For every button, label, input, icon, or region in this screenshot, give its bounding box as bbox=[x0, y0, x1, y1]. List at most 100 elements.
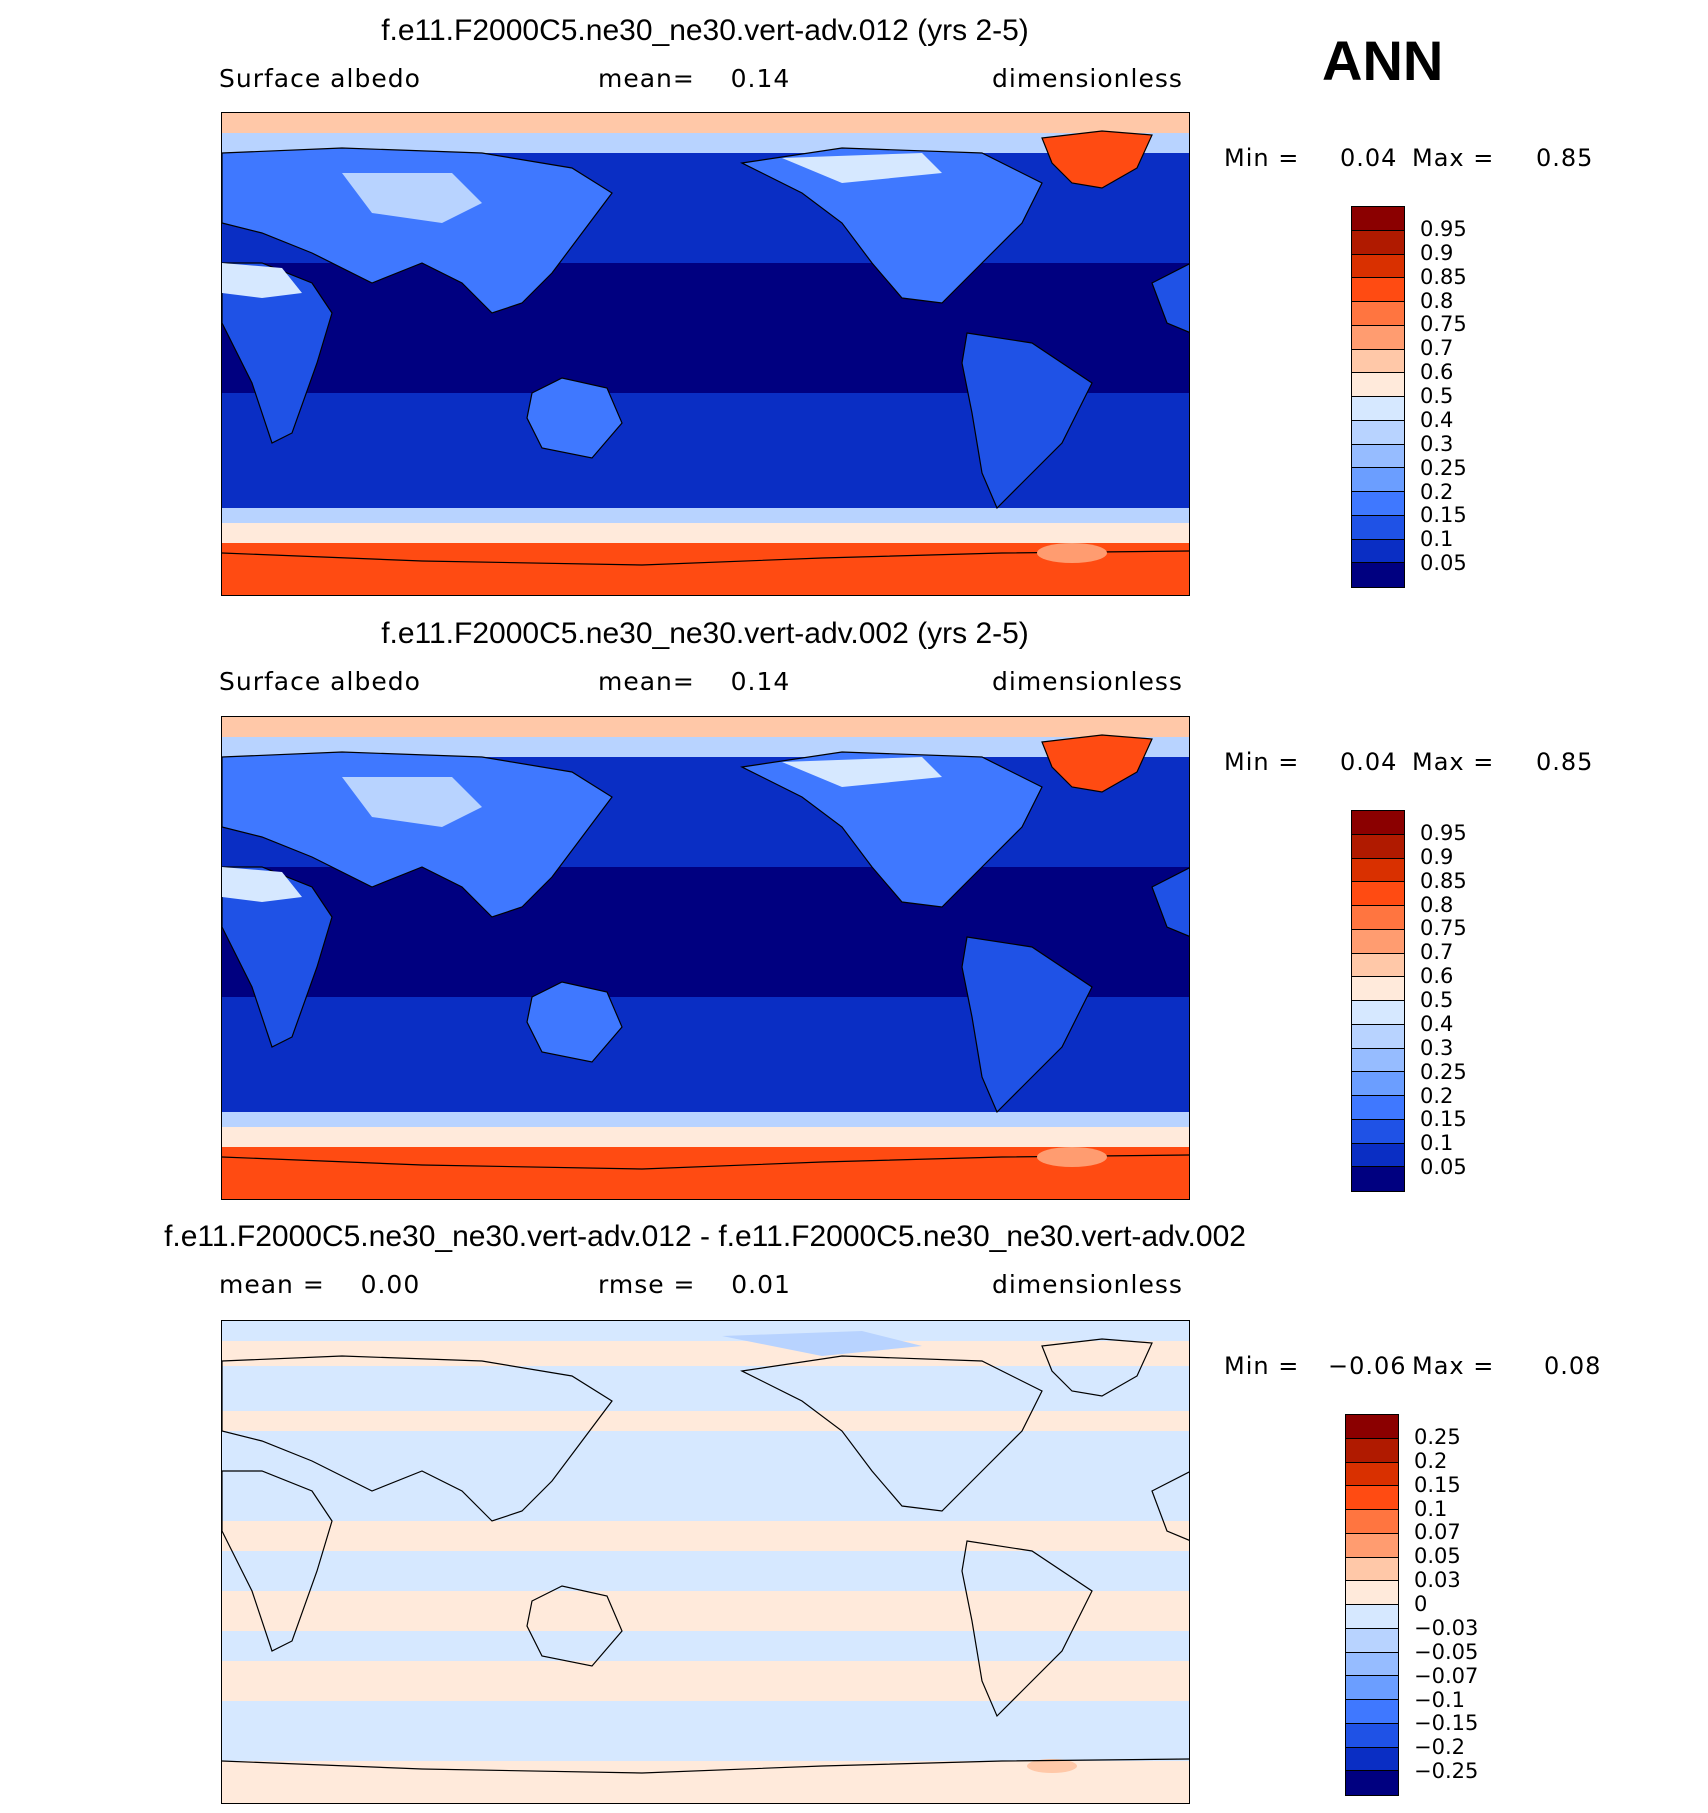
panel-1-colorbar bbox=[1351, 206, 1405, 588]
colorbar-tick-label: 0.75 bbox=[1420, 312, 1467, 337]
panel-2-min-label: Min = bbox=[1224, 748, 1300, 776]
panel-3-colorbar bbox=[1345, 1414, 1399, 1796]
colorbar-tick-label: 0.8 bbox=[1420, 892, 1454, 917]
colorbar-tick-label: 0.9 bbox=[1420, 240, 1454, 265]
colorbar-swatch bbox=[1346, 1581, 1398, 1605]
panel-3-title: f.e11.F2000C5.ne30_ne30.vert-adv.012 - f… bbox=[164, 1220, 1246, 1253]
panel-2-map-svg bbox=[222, 717, 1189, 1199]
panel-2-map bbox=[221, 716, 1190, 1200]
colorbar-tick-label: 0.07 bbox=[1414, 1520, 1461, 1545]
panel-3-rmse: rmse = 0.01 bbox=[598, 1270, 791, 1299]
colorbar-swatch bbox=[1352, 977, 1404, 1001]
colorbar-tick-label: 0.25 bbox=[1420, 455, 1467, 480]
colorbar-swatch bbox=[1352, 444, 1404, 469]
colorbar-swatch bbox=[1346, 1628, 1398, 1653]
colorbar-tick-label: 0.1 bbox=[1420, 1131, 1454, 1156]
colorbar-swatch bbox=[1352, 254, 1404, 279]
colorbar-swatch bbox=[1352, 858, 1404, 883]
colorbar-swatch bbox=[1352, 1024, 1404, 1049]
colorbar-swatch bbox=[1346, 1533, 1398, 1558]
panel-1-variable: Surface albedo bbox=[219, 64, 421, 93]
colorbar-tick-label: −0.1 bbox=[1414, 1687, 1465, 1712]
colorbar-tick-label: 0.15 bbox=[1414, 1472, 1461, 1497]
colorbar-tick-label: 0.05 bbox=[1420, 551, 1467, 576]
colorbar-tick-label: 0.05 bbox=[1414, 1544, 1461, 1569]
colorbar-tick-label: 0.1 bbox=[1420, 527, 1454, 552]
colorbar-tick-label: 0.4 bbox=[1420, 407, 1454, 432]
colorbar-swatch bbox=[1346, 1438, 1398, 1463]
colorbar-tick-label: 0.03 bbox=[1414, 1568, 1461, 1593]
colorbar-tick-label: 0.4 bbox=[1420, 1011, 1454, 1036]
panel-3-min-value: −0.06 bbox=[1328, 1352, 1407, 1380]
colorbar-swatch bbox=[1346, 1723, 1398, 1748]
colorbar-swatch bbox=[1352, 1072, 1404, 1096]
panel-2-min-value: 0.04 bbox=[1340, 748, 1398, 776]
colorbar-swatch bbox=[1352, 207, 1404, 231]
panel-1-mean: mean= 0.14 bbox=[598, 64, 791, 93]
colorbar-tick-label: 0.95 bbox=[1420, 216, 1467, 241]
colorbar-tick-label: −0.05 bbox=[1414, 1639, 1479, 1664]
panel-1-units: dimensionless bbox=[992, 64, 1183, 93]
colorbar-tick-label: 0.9 bbox=[1420, 844, 1454, 869]
colorbar-tick-label: 0.25 bbox=[1414, 1424, 1461, 1449]
panel-1-title: f.e11.F2000C5.ne30_ne30.vert-adv.012 (yr… bbox=[381, 14, 1029, 47]
colorbar-tick-label: −0.2 bbox=[1414, 1735, 1465, 1760]
colorbar-tick-label: 0 bbox=[1414, 1592, 1428, 1616]
colorbar-tick-label: 0.75 bbox=[1420, 916, 1467, 941]
panel-3-map-svg bbox=[222, 1321, 1189, 1803]
panel-2-mean: mean= 0.14 bbox=[598, 667, 791, 696]
panel-1-map-svg bbox=[222, 113, 1189, 595]
colorbar-swatch bbox=[1352, 468, 1404, 492]
colorbar-swatch bbox=[1346, 1557, 1398, 1582]
colorbar-swatch bbox=[1346, 1771, 1398, 1795]
colorbar-tick-label: −0.03 bbox=[1414, 1615, 1479, 1640]
colorbar-swatch bbox=[1352, 1096, 1404, 1120]
colorbar-swatch bbox=[1352, 349, 1404, 374]
colorbar-tick-label: 0.8 bbox=[1420, 288, 1454, 313]
panel-2-units: dimensionless bbox=[992, 667, 1183, 696]
colorbar-tick-label: 0.15 bbox=[1420, 503, 1467, 528]
colorbar-swatch bbox=[1352, 929, 1404, 954]
panel-1-map bbox=[221, 112, 1190, 596]
colorbar-swatch bbox=[1346, 1652, 1398, 1677]
colorbar-swatch bbox=[1346, 1700, 1398, 1724]
colorbar-swatch bbox=[1352, 834, 1404, 859]
colorbar-tick-label: 0.15 bbox=[1420, 1107, 1467, 1132]
colorbar-swatch bbox=[1352, 906, 1404, 930]
colorbar-swatch bbox=[1346, 1486, 1398, 1510]
colorbar-tick-label: 0.05 bbox=[1420, 1155, 1467, 1180]
colorbar-swatch bbox=[1352, 539, 1404, 564]
panel-3-min-label: Min = bbox=[1224, 1352, 1300, 1380]
colorbar-swatch bbox=[1352, 373, 1404, 397]
colorbar-tick-label: 0.2 bbox=[1420, 1083, 1454, 1108]
panel-3-max-value: 0.08 bbox=[1544, 1352, 1602, 1380]
colorbar-swatch bbox=[1346, 1462, 1398, 1487]
colorbar-swatch bbox=[1352, 1167, 1404, 1191]
colorbar-swatch bbox=[1346, 1605, 1398, 1629]
panel-3-map bbox=[221, 1320, 1190, 1804]
colorbar-swatch bbox=[1352, 492, 1404, 516]
colorbar-tick-label: −0.25 bbox=[1414, 1759, 1479, 1784]
colorbar-swatch bbox=[1352, 811, 1404, 835]
panel-1-min-label: Min = bbox=[1224, 144, 1300, 172]
panel-3-mean: mean = 0.00 bbox=[219, 1270, 421, 1299]
colorbar-swatch bbox=[1352, 397, 1404, 421]
colorbar-tick-label: 0.3 bbox=[1420, 431, 1454, 456]
colorbar-tick-label: 0.5 bbox=[1420, 384, 1454, 408]
colorbar-swatch bbox=[1352, 515, 1404, 540]
colorbar-swatch bbox=[1352, 325, 1404, 350]
panel-2-colorbar bbox=[1351, 810, 1405, 1192]
panel-1-max-label: Max = bbox=[1412, 144, 1495, 172]
colorbar-swatch bbox=[1352, 1143, 1404, 1168]
panel-2-title: f.e11.F2000C5.ne30_ne30.vert-adv.002 (yr… bbox=[381, 617, 1029, 650]
panel-2-max-value: 0.85 bbox=[1536, 748, 1594, 776]
colorbar-tick-label: 0.1 bbox=[1414, 1496, 1448, 1521]
colorbar-swatch bbox=[1352, 1001, 1404, 1025]
colorbar-swatch bbox=[1352, 1119, 1404, 1144]
colorbar-swatch bbox=[1346, 1747, 1398, 1772]
colorbar-swatch bbox=[1346, 1676, 1398, 1700]
colorbar-swatch bbox=[1352, 278, 1404, 302]
colorbar-swatch bbox=[1352, 953, 1404, 978]
panel-2-max-label: Max = bbox=[1412, 748, 1495, 776]
colorbar-tick-label: 0.7 bbox=[1420, 336, 1454, 361]
